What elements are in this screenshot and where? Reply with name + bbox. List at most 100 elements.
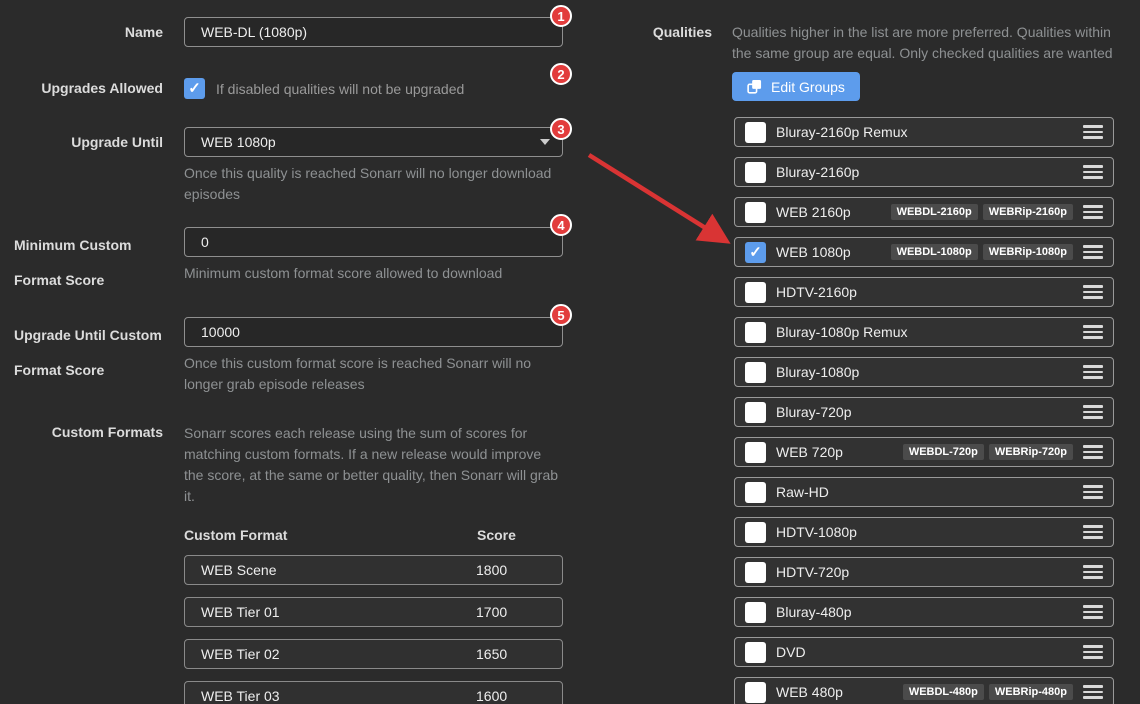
drag-handle-icon[interactable]	[1083, 565, 1103, 579]
upgrade-until-help: Once this quality is reached Sonarr will…	[184, 165, 552, 202]
quality-name: Bluray-480p	[776, 604, 852, 620]
drag-handle-icon[interactable]	[1083, 245, 1103, 259]
drag-handle-icon[interactable]	[1083, 645, 1103, 659]
quality-name: WEB 720p	[776, 444, 843, 460]
quality-checkbox[interactable]	[745, 641, 766, 663]
quality-checkbox[interactable]	[745, 201, 766, 223]
quality-badges: WEBDL-2160p WEBRip-2160p	[890, 204, 1073, 220]
drag-handle-icon[interactable]	[1083, 205, 1103, 219]
quality-name: HDTV-720p	[776, 564, 850, 580]
custom-format-score: 1600	[476, 688, 508, 704]
drag-handle-icon[interactable]	[1083, 605, 1103, 619]
min-custom-format-score-label: Minimum Custom Format Score	[0, 227, 163, 298]
custom-formats-list: WEB Scene 1800 WEB Tier 01 1700 WEB Tier…	[184, 555, 563, 704]
quality-checkbox[interactable]	[745, 681, 766, 703]
quality-checkbox[interactable]	[745, 401, 766, 423]
custom-format-row[interactable]: WEB Tier 01 1700	[184, 597, 563, 627]
form-group-upgrades-allowed: Upgrades Allowed If disabled qualities w…	[0, 73, 630, 99]
upgrade-until-select[interactable]: WEB 1080p	[184, 127, 563, 157]
quality-row[interactable]: Bluray-480p	[734, 597, 1114, 627]
quality-name: HDTV-1080p	[776, 524, 857, 540]
name-input[interactable]	[184, 17, 563, 47]
quality-group-badge: WEBRip-1080p	[982, 244, 1073, 260]
quality-group-badge: WEBRip-2160p	[982, 204, 1073, 220]
drag-handle-icon[interactable]	[1083, 485, 1103, 499]
quality-row[interactable]: Raw-HD	[734, 477, 1114, 507]
annotation-circle-4: 4	[550, 214, 572, 236]
quality-checkbox[interactable]	[745, 481, 766, 503]
custom-format-row[interactable]: WEB Scene 1800	[184, 555, 563, 585]
quality-group-badge: WEBDL-1080p	[890, 244, 978, 260]
label-line: Format Score	[14, 362, 105, 378]
drag-handle-icon[interactable]	[1083, 405, 1103, 419]
quality-checkbox[interactable]	[745, 361, 766, 383]
form-group-min-custom-format-score: Minimum Custom Format Score Minimum cust…	[0, 227, 630, 298]
quality-row[interactable]: WEB 720p WEBDL-720p WEBRip-720p	[734, 437, 1114, 467]
quality-row[interactable]: HDTV-2160p	[734, 277, 1114, 307]
object-group-icon	[747, 79, 762, 94]
quality-checkbox[interactable]	[745, 521, 766, 543]
quality-group-badge: WEBDL-2160p	[890, 204, 978, 220]
quality-name: Raw-HD	[776, 484, 829, 500]
quality-checkbox[interactable]	[745, 601, 766, 623]
custom-format-name: WEB Tier 01	[201, 604, 280, 620]
upgrade-until-custom-format-score-label: Upgrade Until Custom Format Score	[0, 317, 163, 395]
quality-checkbox[interactable]	[745, 241, 766, 263]
quality-row[interactable]: Bluray-1080p	[734, 357, 1114, 387]
custom-format-row[interactable]: WEB Tier 02 1650	[184, 639, 563, 669]
quality-row[interactable]: Bluray-2160p	[734, 157, 1114, 187]
drag-handle-icon[interactable]	[1083, 685, 1103, 699]
quality-row[interactable]: Bluray-1080p Remux	[734, 317, 1114, 347]
quality-name: HDTV-2160p	[776, 284, 857, 300]
edit-groups-button[interactable]: Edit Groups	[732, 72, 860, 101]
quality-row[interactable]: Bluray-720p	[734, 397, 1114, 427]
drag-handle-icon[interactable]	[1083, 165, 1103, 179]
chevron-down-icon	[540, 139, 550, 145]
upgrade-until-custom-format-score-help: Once this custom format score is reached…	[184, 355, 532, 392]
custom-format-name: WEB Scene	[201, 562, 277, 578]
quality-row[interactable]: WEB 480p WEBDL-480p WEBRip-480p	[734, 677, 1114, 704]
custom-format-column-header: Custom Format	[184, 527, 288, 543]
upgrades-allowed-hint: If disabled qualities will not be upgrad…	[216, 81, 465, 97]
quality-checkbox[interactable]	[745, 281, 766, 303]
quality-row[interactable]: HDTV-1080p	[734, 517, 1114, 547]
edit-groups-button-label: Edit Groups	[771, 78, 845, 95]
drag-handle-icon[interactable]	[1083, 285, 1103, 299]
drag-handle-icon[interactable]	[1083, 525, 1103, 539]
quality-name: WEB 2160p	[776, 204, 851, 220]
quality-checkbox[interactable]	[745, 321, 766, 343]
min-custom-format-score-input[interactable]	[184, 227, 563, 257]
drag-handle-icon[interactable]	[1083, 125, 1103, 139]
custom-format-row[interactable]: WEB Tier 03 1600	[184, 681, 563, 704]
annotation-circle-2: 2	[550, 63, 572, 85]
drag-handle-icon[interactable]	[1083, 365, 1103, 379]
quality-row[interactable]: WEB 2160p WEBDL-2160p WEBRip-2160p	[734, 197, 1114, 227]
quality-checkbox[interactable]	[745, 121, 766, 143]
quality-group-badge: WEBRip-480p	[988, 684, 1073, 700]
drag-handle-icon[interactable]	[1083, 445, 1103, 459]
annotation-circle-3: 3	[550, 118, 572, 140]
name-label: Name	[124, 24, 163, 40]
label-line: Upgrade Until Custom	[14, 327, 162, 343]
quality-checkbox[interactable]	[745, 561, 766, 583]
quality-checkbox[interactable]	[745, 161, 766, 183]
upgrade-until-custom-format-score-input[interactable]	[184, 317, 563, 347]
quality-row[interactable]: Bluray-2160p Remux	[734, 117, 1114, 147]
min-custom-format-score-help: Minimum custom format score allowed to d…	[184, 265, 503, 281]
quality-checkbox[interactable]	[745, 441, 766, 463]
label-line: Format Score	[14, 272, 105, 288]
quality-row[interactable]: HDTV-720p	[734, 557, 1114, 587]
upgrades-allowed-checkbox[interactable]	[184, 78, 205, 99]
qualities-label: Qualities	[652, 24, 712, 40]
annotation-circle-1: 1	[550, 5, 572, 27]
quality-badges: WEBDL-480p WEBRip-480p	[902, 684, 1073, 700]
label-line: Minimum Custom	[14, 237, 132, 253]
custom-formats-label: Custom Formats	[51, 424, 163, 440]
quality-group-badge: WEBDL-480p	[902, 684, 984, 700]
drag-handle-icon[interactable]	[1083, 325, 1103, 339]
quality-row[interactable]: DVD	[734, 637, 1114, 667]
quality-name: Bluray-2160p Remux	[776, 124, 908, 140]
quality-name: Bluray-1080p	[776, 364, 860, 380]
